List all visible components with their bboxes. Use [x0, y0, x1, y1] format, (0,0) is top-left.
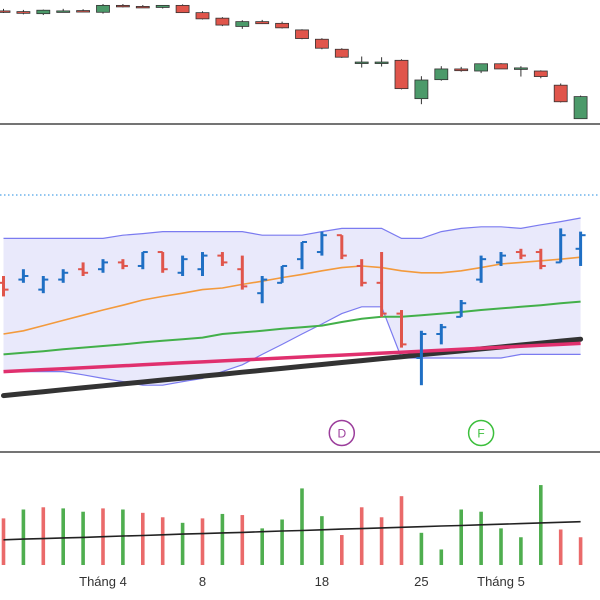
candle-body[interactable] [434, 68, 449, 81]
candle-body[interactable] [533, 70, 548, 77]
volume-bar[interactable] [300, 488, 304, 565]
event-marker-label: F [477, 427, 484, 441]
x-tick-label: 25 [414, 574, 428, 589]
volume-bar[interactable] [459, 509, 463, 566]
candle-body[interactable] [36, 9, 51, 15]
volume-bar[interactable] [180, 522, 185, 565]
event-marker-f[interactable]: F [467, 419, 495, 447]
volume-bar[interactable] [220, 513, 225, 565]
volume-bar[interactable] [479, 511, 483, 565]
x-axis: Tháng 4 8 18 25 Tháng 5 [79, 574, 525, 589]
candle-body[interactable] [474, 63, 489, 72]
candle-body[interactable] [76, 10, 90, 13]
candle-body[interactable] [195, 12, 210, 20]
x-tick-label: 18 [315, 574, 329, 589]
candle-body[interactable] [334, 48, 349, 58]
ma-short-line[interactable] [3, 256, 581, 335]
volume-bar[interactable] [499, 528, 503, 565]
volume-bar[interactable] [539, 485, 543, 565]
volume-bar[interactable] [558, 529, 563, 565]
event-marker-circle [328, 419, 356, 447]
candle-body[interactable] [56, 10, 71, 13]
candle-body[interactable] [96, 4, 110, 13]
candle-body[interactable] [0, 10, 11, 13]
volume-bar[interactable] [21, 509, 26, 566]
indicator-panel [0, 194, 600, 399]
volume-bar[interactable] [399, 496, 404, 565]
candle-body[interactable] [374, 61, 389, 64]
volume-bar[interactable] [1, 518, 6, 565]
volume-bar[interactable] [419, 532, 424, 565]
candle-body[interactable] [514, 67, 528, 70]
volume-bar[interactable] [280, 519, 284, 565]
candle-body[interactable] [394, 59, 409, 90]
volume-bar[interactable] [340, 535, 344, 565]
x-tick-label: 8 [199, 574, 206, 589]
candle-body[interactable] [255, 21, 270, 25]
band-fill [3, 218, 581, 386]
candle-body[interactable] [354, 61, 369, 64]
event-marker-d[interactable]: D [328, 419, 356, 447]
x-tick-label: Tháng 5 [477, 574, 525, 589]
band-lower-line[interactable] [3, 306, 581, 386]
volume-bar[interactable] [141, 512, 145, 565]
candle-body[interactable] [314, 38, 329, 49]
volume-bar[interactable] [359, 507, 364, 565]
band-upper-line[interactable] [3, 217, 581, 239]
volume-panel [1, 485, 583, 566]
ma-mid-line[interactable] [3, 300, 581, 356]
event-marker-circle [467, 419, 495, 447]
price-panel [0, 4, 588, 120]
candle-body[interactable] [295, 29, 309, 39]
volume-bar[interactable] [379, 517, 384, 565]
candle-body[interactable] [155, 4, 170, 8]
volume-bar[interactable] [41, 507, 46, 565]
candle-body[interactable] [454, 68, 469, 72]
candle-body[interactable] [16, 11, 31, 14]
candle-body[interactable] [494, 63, 508, 70]
volume-bar[interactable] [240, 515, 245, 565]
candle-body[interactable] [414, 79, 429, 100]
volume-ma-line[interactable] [3, 520, 581, 541]
candle-body[interactable] [573, 96, 588, 120]
candle-body[interactable] [116, 4, 130, 8]
volume-bar[interactable] [260, 528, 264, 565]
volume-bar[interactable] [519, 537, 523, 565]
volume-bar[interactable] [61, 508, 65, 565]
volume-bar[interactable] [121, 509, 125, 566]
ma-long-line[interactable] [3, 341, 581, 374]
candle-body[interactable] [275, 22, 290, 29]
candle-body[interactable] [215, 17, 230, 26]
volume-bar[interactable] [320, 516, 324, 565]
event-marker-label: D [337, 427, 346, 441]
volume-bar[interactable] [578, 537, 583, 565]
volume-bar[interactable] [81, 511, 85, 565]
x-tick-label: Tháng 4 [79, 574, 127, 589]
candle-body[interactable] [553, 84, 568, 103]
candle-body[interactable] [135, 6, 150, 9]
volume-bar[interactable] [160, 517, 165, 565]
volume-bar[interactable] [200, 518, 205, 565]
volume-bar[interactable] [439, 549, 444, 565]
candle-body[interactable] [235, 21, 250, 27]
candle-body[interactable] [175, 4, 190, 14]
